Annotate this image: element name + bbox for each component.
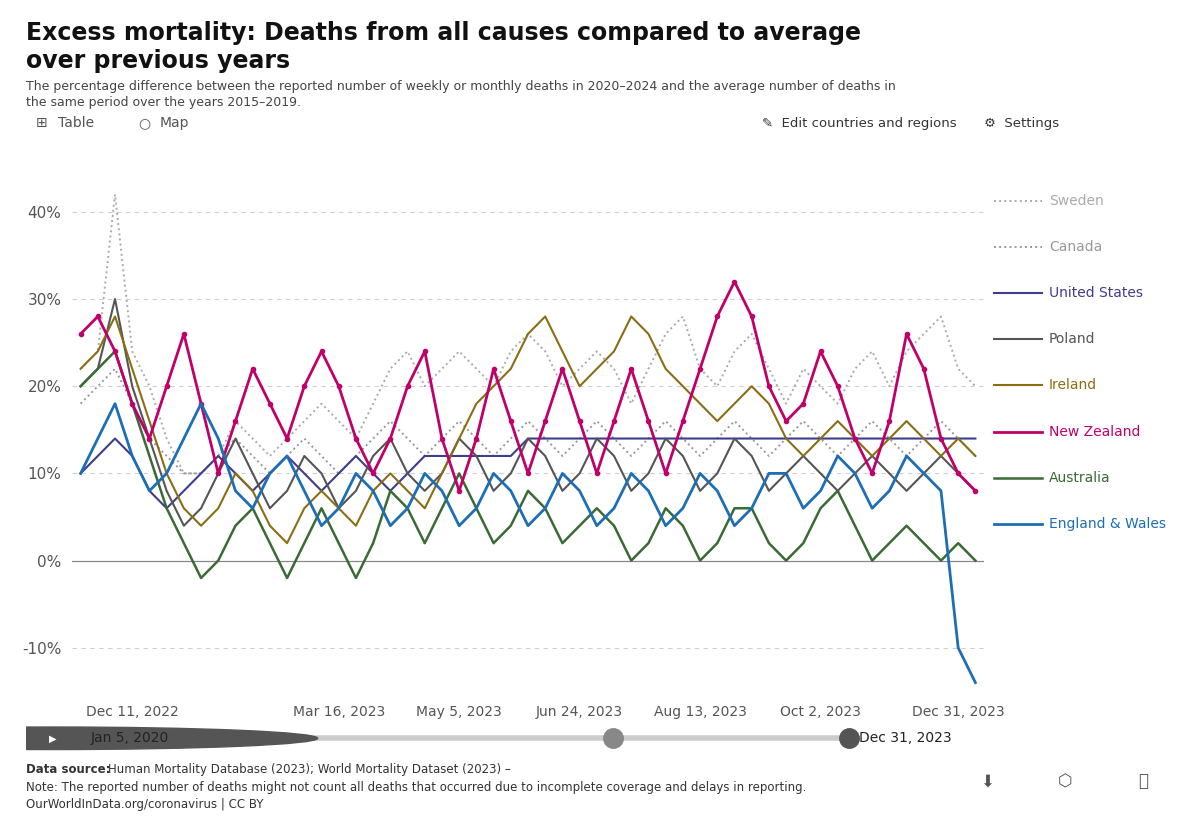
Text: Table: Table [58,116,94,130]
Text: Sweden: Sweden [1049,194,1104,208]
Circle shape [0,727,318,749]
Text: Note: The reported number of deaths might not count all deaths that occurred due: Note: The reported number of deaths migh… [26,781,806,794]
Text: ⚙  Settings: ⚙ Settings [984,116,1060,130]
Text: ⤢: ⤢ [1138,773,1147,790]
Text: OurWorldInData.org/coronavirus | CC BY: OurWorldInData.org/coronavirus | CC BY [26,798,264,811]
Text: the same period over the years 2015–2019.: the same period over the years 2015–2019… [26,96,301,109]
Text: over previous years: over previous years [26,49,290,73]
Text: Canada: Canada [1049,241,1102,254]
Text: Poland: Poland [1049,333,1096,346]
Text: Our World: Our World [1042,25,1133,40]
Text: ▶: ▶ [49,733,56,743]
Text: ⬡: ⬡ [1057,773,1073,790]
Text: ✎  Edit countries and regions: ✎ Edit countries and regions [762,116,956,130]
Text: Map: Map [160,116,190,130]
Text: ↗  Chart: ↗ Chart [256,116,314,129]
Text: ⊞: ⊞ [36,116,48,130]
Text: Excess mortality: Deaths from all causes compared to average: Excess mortality: Deaths from all causes… [26,21,862,45]
Text: in Data: in Data [1055,49,1120,65]
Text: ○: ○ [138,116,150,130]
Text: Australia: Australia [1049,471,1110,484]
Text: Ireland: Ireland [1049,379,1097,392]
Text: United States: United States [1049,287,1142,300]
Text: Data source:: Data source: [26,763,115,776]
Text: Jan 5, 2020: Jan 5, 2020 [91,732,169,745]
Text: The percentage difference between the reported number of weekly or monthly death: The percentage difference between the re… [26,80,896,93]
Text: ⬇: ⬇ [980,773,995,790]
Text: New Zealand: New Zealand [1049,425,1140,438]
Text: Dec 31, 2023: Dec 31, 2023 [858,732,952,745]
Text: England & Wales: England & Wales [1049,517,1166,530]
Text: Human Mortality Database (2023); World Mortality Dataset (2023) –: Human Mortality Database (2023); World M… [108,763,515,776]
